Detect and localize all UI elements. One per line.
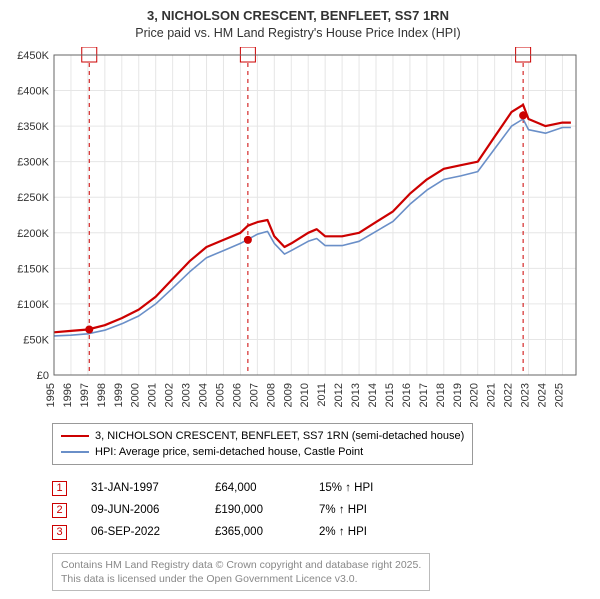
legend-swatch bbox=[61, 451, 89, 453]
footer-line2: This data is licensed under the Open Gov… bbox=[61, 572, 421, 586]
y-tick-label: £250K bbox=[17, 192, 49, 204]
x-tick-label: 2007 bbox=[248, 383, 260, 407]
x-tick-label: 1996 bbox=[62, 383, 74, 407]
sale-price: £190,000 bbox=[215, 504, 295, 516]
x-tick-label: 2003 bbox=[181, 383, 193, 407]
y-tick-label: £300K bbox=[17, 157, 49, 169]
y-tick-label: £450K bbox=[17, 50, 49, 62]
x-tick-label: 2024 bbox=[536, 383, 548, 407]
legend: 3, NICHOLSON CRESCENT, BENFLEET, SS7 1RN… bbox=[52, 423, 473, 465]
sale-row-marker: 3 bbox=[52, 525, 67, 540]
x-tick-label: 2002 bbox=[164, 383, 176, 407]
x-tick-label: 2012 bbox=[333, 383, 345, 407]
x-tick-label: 2016 bbox=[401, 383, 413, 407]
footer-line1: Contains HM Land Registry data © Crown c… bbox=[61, 558, 421, 572]
sale-row-marker: 1 bbox=[52, 481, 67, 496]
x-tick-label: 2020 bbox=[469, 383, 481, 407]
sales-table: 1 31-JAN-1997 £64,000 15% ↑ HPI 2 09-JUN-2006… bbox=[52, 477, 588, 543]
x-tick-label: 2019 bbox=[452, 383, 464, 407]
y-tick-label: £50K bbox=[23, 335, 49, 347]
sale-delta: 15% ↑ HPI bbox=[319, 482, 373, 494]
x-tick-label: 1998 bbox=[96, 383, 108, 407]
x-tick-label: 2010 bbox=[299, 383, 311, 407]
x-tick-label: 2006 bbox=[231, 383, 243, 407]
sale-dot bbox=[244, 236, 252, 244]
x-tick-label: 2000 bbox=[130, 383, 142, 407]
sale-price: £64,000 bbox=[215, 482, 295, 494]
sale-date: 09-JUN-2006 bbox=[91, 504, 191, 516]
x-tick-label: 1999 bbox=[113, 383, 125, 407]
y-tick-label: £100K bbox=[17, 299, 49, 311]
y-tick-label: £200K bbox=[17, 228, 49, 240]
sale-row: 2 09-JUN-2006 £190,000 7% ↑ HPI bbox=[52, 499, 588, 521]
attribution-footer: Contains HM Land Registry data © Crown c… bbox=[52, 553, 430, 591]
sale-row-marker: 2 bbox=[52, 503, 67, 518]
sale-date: 31-JAN-1997 bbox=[91, 482, 191, 494]
y-tick-label: £0 bbox=[37, 370, 49, 382]
x-tick-label: 2022 bbox=[503, 383, 515, 407]
title-subtitle: Price paid vs. HM Land Registry's House … bbox=[8, 25, 588, 41]
x-tick-label: 2005 bbox=[214, 383, 226, 407]
sale-marker-number: 3 bbox=[520, 47, 526, 50]
sale-marker-number: 2 bbox=[245, 47, 251, 50]
title-address: 3, NICHOLSON CRESCENT, BENFLEET, SS7 1RN bbox=[8, 8, 588, 25]
x-tick-label: 2018 bbox=[435, 383, 447, 407]
chart-container: 3, NICHOLSON CRESCENT, BENFLEET, SS7 1RN… bbox=[0, 0, 600, 599]
y-tick-label: £400K bbox=[17, 86, 49, 98]
line-chart: £0 £50K £100K £150K £200K £250K £300K £350K £400… bbox=[8, 47, 588, 417]
sale-row: 3 06-SEP-2022 £365,000 2% ↑ HPI bbox=[52, 521, 588, 543]
y-tick-label: £150K bbox=[17, 263, 49, 275]
legend-label: 3, NICHOLSON CRESCENT, BENFLEET, SS7 1RN… bbox=[95, 430, 464, 442]
legend-item: 3, NICHOLSON CRESCENT, BENFLEET, SS7 1RN… bbox=[61, 428, 464, 444]
x-tick-label: 2009 bbox=[282, 383, 294, 407]
sale-marker-number: 1 bbox=[86, 47, 92, 50]
chart-title: 3, NICHOLSON CRESCENT, BENFLEET, SS7 1RN… bbox=[8, 8, 588, 41]
sale-dot bbox=[519, 112, 527, 120]
x-tick-label: 2025 bbox=[553, 383, 565, 407]
x-tick-label: 2014 bbox=[367, 383, 379, 407]
x-tick-label: 2011 bbox=[316, 383, 328, 407]
sale-delta: 7% ↑ HPI bbox=[319, 504, 367, 516]
x-tick-label: 2004 bbox=[198, 383, 210, 407]
x-tick-label: 2021 bbox=[486, 383, 498, 407]
y-tick-label: £350K bbox=[17, 121, 49, 133]
x-tick-label: 1997 bbox=[79, 383, 91, 407]
x-tick-label: 2023 bbox=[520, 383, 532, 407]
x-tick-label: 2013 bbox=[350, 383, 362, 407]
legend-item: HPI: Average price, semi-detached house,… bbox=[61, 444, 464, 460]
sale-date: 06-SEP-2022 bbox=[91, 526, 191, 538]
x-tick-label: 2015 bbox=[384, 383, 396, 407]
legend-label: HPI: Average price, semi-detached house,… bbox=[95, 446, 363, 458]
x-tick-label: 2001 bbox=[147, 383, 159, 407]
sale-price: £365,000 bbox=[215, 526, 295, 538]
sale-delta: 2% ↑ HPI bbox=[319, 526, 367, 538]
sale-row: 1 31-JAN-1997 £64,000 15% ↑ HPI bbox=[52, 477, 588, 499]
sale-dot bbox=[85, 326, 93, 334]
x-tick-label: 2008 bbox=[265, 383, 277, 407]
x-tick-label: 1995 bbox=[45, 383, 57, 407]
legend-swatch bbox=[61, 435, 89, 437]
x-tick-label: 2017 bbox=[418, 383, 430, 407]
